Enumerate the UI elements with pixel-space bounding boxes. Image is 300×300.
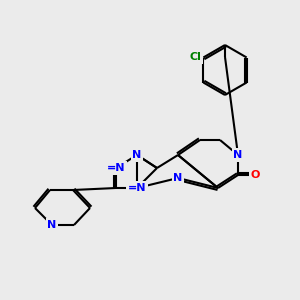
Text: N: N [233,150,243,160]
Text: =N: =N [128,183,146,193]
Text: N: N [47,220,57,230]
Text: N: N [173,173,183,183]
Text: =N: =N [107,163,125,173]
Text: N: N [132,150,142,160]
Text: O: O [250,170,260,180]
Text: Cl: Cl [189,52,201,62]
